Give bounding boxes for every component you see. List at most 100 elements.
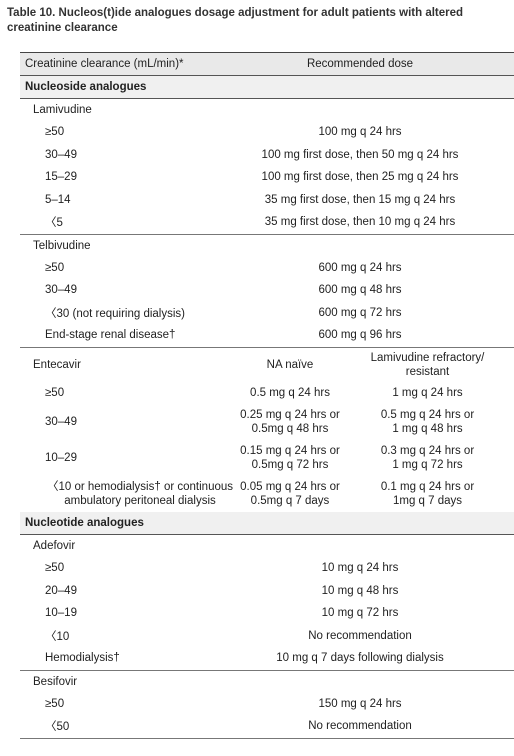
dose-cell: 0.25 mg q 24 hrs or 0.5mg q 48 hrs [215, 408, 365, 436]
dose-cell: 150 mg q 24 hrs [318, 697, 402, 710]
dose-cell: 0.5 mg q 24 hrs [250, 386, 330, 399]
dose-cell: 0.5 mg q 24 hrs or 1 mg q 48 hrs [360, 408, 495, 436]
drug-name: Telbivudine [33, 239, 91, 252]
dose-cell: 100 mg first dose, then 50 mg q 24 hrs [261, 148, 459, 161]
dosage-table: Creatinine clearance (mL/min)* Recommende… [20, 52, 514, 739]
table-row: 〈10 No recommendation [20, 625, 514, 648]
table-row: Hemodialysis† 10 mg q 7 days following di… [20, 647, 514, 670]
dose-cell-line: 1 mg q 72 hrs [392, 459, 463, 471]
clearance-cell: 30–49 [45, 416, 77, 428]
column-header-line: Lamivudine refractory/ [370, 351, 485, 364]
dose-cell-line: 0.5 mg q 24 hrs or [380, 409, 475, 421]
table-row: 30–49 600 mg q 48 hrs [20, 279, 514, 302]
drug-row: Adefovir [20, 535, 514, 557]
clearance-cell: ≥50 [45, 126, 65, 139]
dose-cell: 0.1 mg q 24 hrs or 1mg q 7 days [360, 480, 495, 508]
dose-cell-line: 1mg q 7 days [392, 495, 463, 507]
table-row: ≥50 150 mg q 24 hrs [20, 693, 514, 716]
table-row: 〈10 or hemodialysis† or continuous ambula… [20, 476, 514, 512]
dose-cell: No recommendation [308, 720, 412, 733]
table-row: 〈5 35 mg first dose, then 10 mg q 24 hrs [20, 211, 514, 234]
dose-cell-line: 0.3 mg q 24 hrs or [380, 445, 475, 457]
section-title: Nucleoside analogues [20, 76, 514, 99]
dose-cell-line: 0.5mg q 48 hrs [251, 423, 329, 435]
table-row: 30–49 0.25 mg q 24 hrs or 0.5mg q 48 hrs 0.… [20, 404, 514, 440]
dose-cell-line: 1 mg q 48 hrs [392, 423, 463, 435]
section-title: Nucleotide analogues [20, 512, 514, 535]
clearance-cell: 〈50 [45, 721, 70, 734]
drug-row: Telbivudine [20, 235, 514, 257]
clearance-cell: 〈10 or hemodialysis† or continuous ambula… [20, 480, 260, 508]
table-row: ≥50 10 mg q 24 hrs [20, 557, 514, 580]
table-row: ≥50 600 mg q 24 hrs [20, 257, 514, 280]
table-row: ≥50 0.5 mg q 24 hrs 1 mg q 24 hrs [20, 382, 514, 405]
dose-cell: 10 mg q 24 hrs [321, 562, 399, 575]
dose-cell-line: 0.1 mg q 24 hrs or [380, 481, 475, 493]
clearance-cell: 〈10 [45, 630, 70, 643]
drug-name: Besifovir [33, 675, 78, 688]
clearance-cell: ≥50 [45, 697, 65, 710]
drug-row: Entecavir NA naïve Lamivudine refractory/r… [20, 348, 514, 382]
drug-group: Lamivudine ≥50 100 mg q 24 hrs 30–49 100 mg … [20, 99, 514, 235]
table-row: End-stage renal disease† 600 mg q 96 hrs [20, 324, 514, 347]
dose-cell: 10 mg q 48 hrs [321, 584, 399, 597]
header-cell: Creatinine clearance (mL/min)* [25, 58, 184, 70]
dose-cell: 10 mg q 7 days following dialysis [276, 652, 444, 665]
dose-cell: 600 mg q 48 hrs [318, 284, 402, 297]
table-row: 〈30 (not requiring dialysis) 600 mg q 72 … [20, 302, 514, 325]
dose-cell: 600 mg q 24 hrs [318, 261, 402, 274]
dose-cell-line: 0.15 mg q 24 hrs or [240, 445, 340, 457]
dose-cell: 600 mg q 72 hrs [318, 306, 402, 319]
clearance-cell: 10–19 [45, 607, 77, 620]
clearance-cell: 15–29 [45, 171, 77, 184]
drug-row: Besifovir [20, 671, 514, 693]
dose-cell: 35 mg first dose, then 10 mg q 24 hrs [264, 216, 456, 229]
table-title: Table 10. Nucleos(t)ide analogues dosage… [7, 7, 464, 34]
clearance-cell: 30–49 [45, 148, 77, 161]
clearance-cell: 5–14 [45, 193, 71, 206]
clearance-cell-line: ambulatory peritoneal dialysis [64, 495, 216, 507]
table-row: 10–19 10 mg q 72 hrs [20, 602, 514, 625]
dose-cell: 1 mg q 24 hrs [392, 386, 463, 399]
dose-cell: 0.3 mg q 24 hrs or 1 mg q 72 hrs [360, 444, 495, 472]
clearance-cell: 10–29 [45, 452, 77, 464]
dose-cell-line: 0.5mg q 7 days [250, 495, 330, 507]
clearance-cell: 20–49 [45, 584, 77, 597]
table-row: 20–49 10 mg q 48 hrs [20, 580, 514, 603]
drug-group: Telbivudine ≥50 600 mg q 24 hrs 30–49 600 mg… [20, 235, 514, 348]
table-row: 〈50 No recommendation [20, 715, 514, 738]
table-row: 5–14 35 mg first dose, then 15 mg q 24 hr… [20, 189, 514, 212]
column-header: Lamivudine refractory/resistant [360, 351, 495, 379]
dose-cell: 0.15 mg q 24 hrs or 0.5mg q 72 hrs [215, 444, 365, 472]
dose-cell: 600 mg q 96 hrs [318, 329, 402, 342]
column-header-line: resistant [405, 365, 450, 378]
table-row: 10–29 0.15 mg q 24 hrs or 0.5mg q 72 hrs 0.… [20, 440, 514, 476]
dose-cell: 100 mg q 24 hrs [318, 126, 402, 139]
header-row: Creatinine clearance (mL/min)* Recommende… [20, 53, 514, 76]
dose-cell: 35 mg first dose, then 15 mg q 24 hrs [264, 193, 456, 206]
clearance-cell: Hemodialysis† [45, 652, 120, 665]
drug-group: Besifovir ≥50 150 mg q 24 hrs 〈50 No recomme… [20, 671, 514, 739]
clearance-cell-line: 〈10 or hemodialysis† or continuous [46, 481, 234, 493]
dose-cell: 100 mg first dose, then 25 mg q 24 hrs [261, 171, 459, 184]
clearance-cell: ≥50 [45, 261, 65, 274]
drug-name: Lamivudine [33, 104, 92, 116]
table-row: 30–49 100 mg first dose, then 50 mg q 24 … [20, 144, 514, 167]
header-cell: Recommended dose [306, 58, 414, 70]
clearance-cell: ≥50 [45, 562, 65, 575]
drug-group: Adefovir ≥50 10 mg q 24 hrs 20–49 10 mg q 48… [20, 535, 514, 671]
dose-cell-line: 0.5mg q 72 hrs [251, 459, 329, 471]
column-header: NA naïve [266, 358, 314, 371]
drug-name: Entecavir [33, 358, 81, 371]
dose-cell-line: 0.05 mg q 24 hrs or [240, 481, 340, 493]
table-row: 15–29 100 mg first dose, then 25 mg q 24 … [20, 166, 514, 189]
table-row: ≥50 100 mg q 24 hrs [20, 121, 514, 144]
clearance-cell: End-stage renal disease† [45, 329, 176, 342]
drug-group: Entecavir NA naïve Lamivudine refractory/r… [20, 348, 514, 513]
drug-row: Lamivudine [20, 99, 514, 121]
dose-cell: No recommendation [308, 629, 412, 642]
dose-cell: 10 mg q 72 hrs [321, 607, 399, 620]
drug-name: Adefovir [33, 540, 76, 552]
dose-cell-line: 0.25 mg q 24 hrs or [240, 409, 340, 421]
clearance-cell: 30–49 [45, 284, 77, 297]
